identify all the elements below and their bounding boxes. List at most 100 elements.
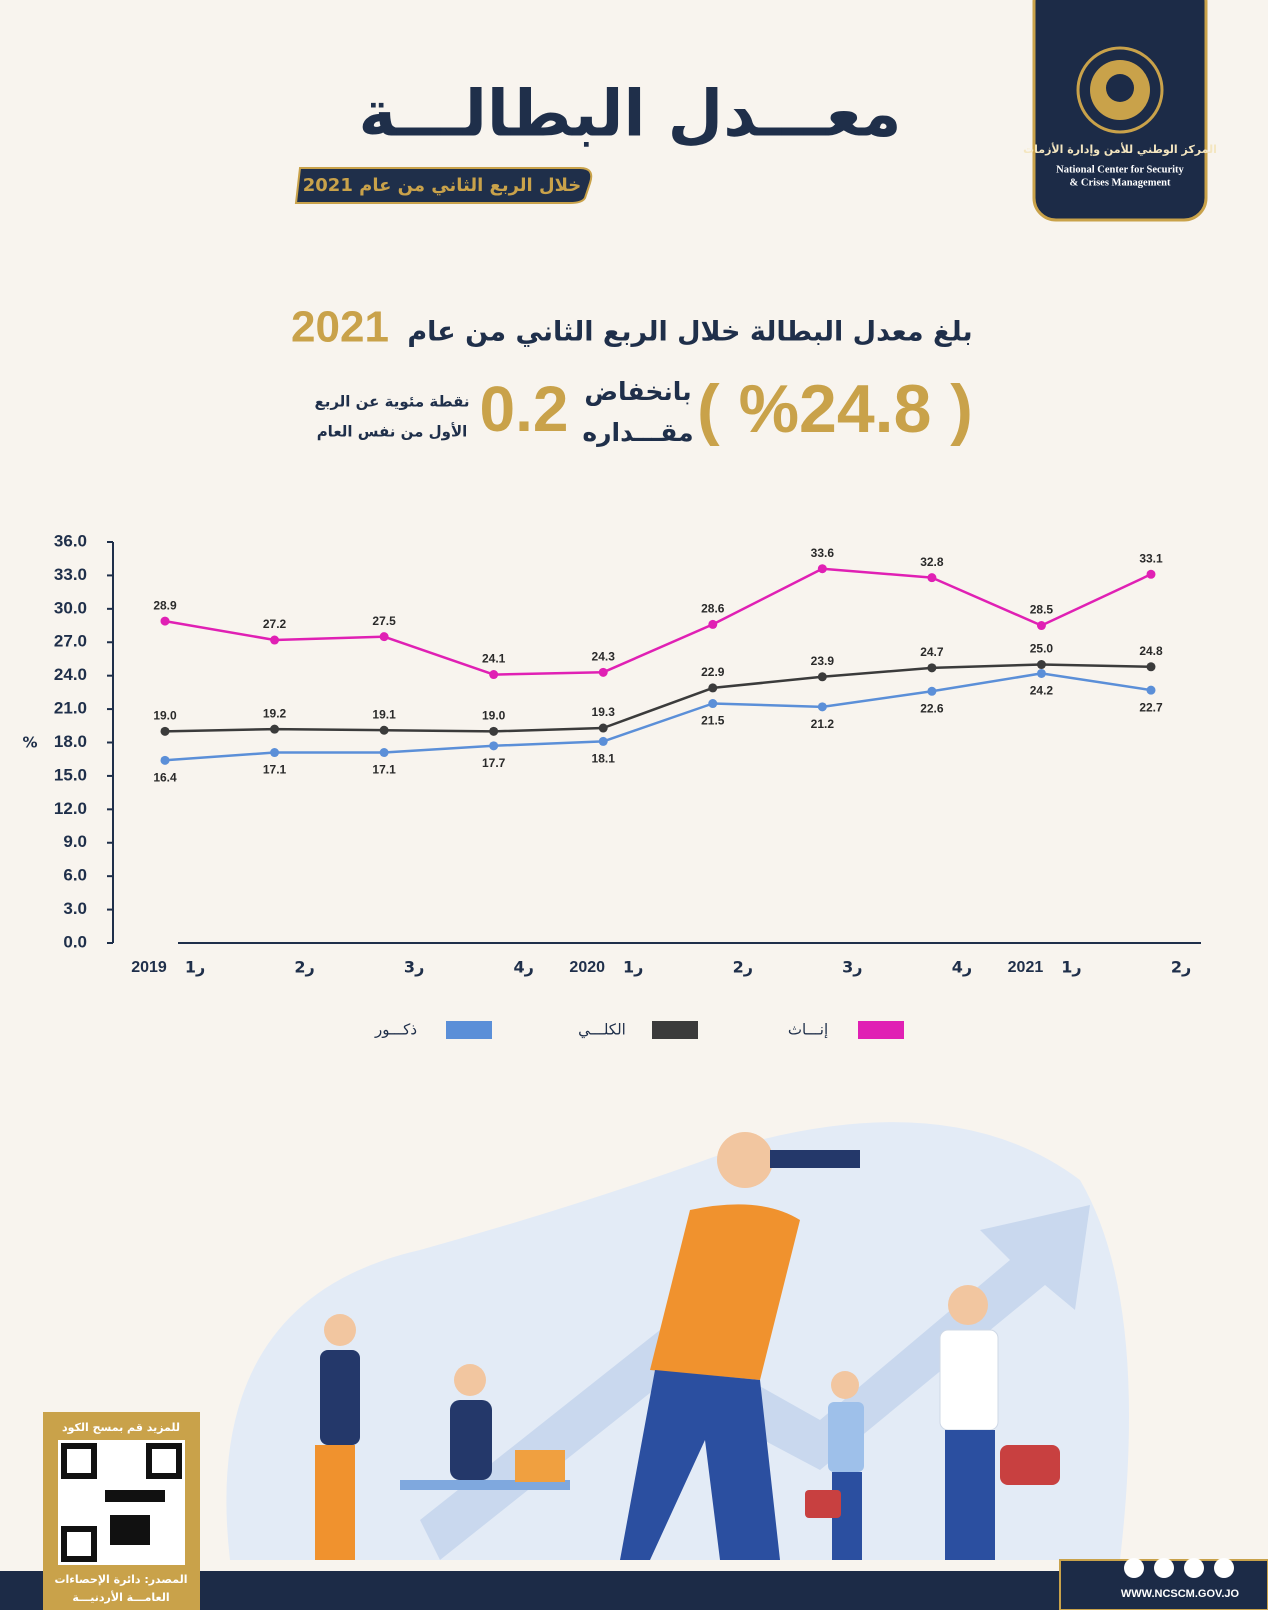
legs bbox=[945, 1430, 995, 1560]
data-point bbox=[817, 702, 827, 712]
y-tick-label: 9.0 bbox=[63, 832, 87, 851]
data-point bbox=[1146, 569, 1156, 579]
data-point bbox=[160, 726, 170, 736]
data-label: 23.9 bbox=[811, 654, 835, 668]
logo-english: National Center for Security bbox=[1056, 164, 1184, 175]
change-word: بانخفاض bbox=[584, 377, 691, 406]
x-year-label: 2021 bbox=[1008, 959, 1044, 976]
illustration bbox=[226, 1122, 1129, 1560]
data-label: 24.3 bbox=[592, 649, 616, 663]
y-tick-label: 0.0 bbox=[63, 932, 87, 951]
rate: ( %24.8 ) bbox=[697, 371, 973, 447]
legend-swatch bbox=[446, 1021, 492, 1039]
x-tick-label: ر2 bbox=[1171, 958, 1191, 977]
footer-bar bbox=[0, 1571, 1268, 1610]
source: المصدر: دائرة الإحصاءات bbox=[54, 1573, 187, 1586]
laptop bbox=[515, 1450, 565, 1482]
head bbox=[831, 1371, 859, 1399]
data-point bbox=[927, 663, 937, 673]
y-tick-label: 18.0 bbox=[54, 732, 87, 751]
head bbox=[948, 1285, 988, 1325]
change-note: نقطة مئوية عن الربع bbox=[314, 393, 469, 411]
data-point bbox=[270, 635, 280, 645]
data-label: 28.6 bbox=[701, 602, 725, 616]
data-point bbox=[927, 573, 937, 583]
data-label: 32.8 bbox=[920, 555, 944, 569]
title: معـــدل البطالـــة bbox=[358, 78, 901, 152]
data-point bbox=[1036, 660, 1046, 670]
legend-swatch bbox=[652, 1021, 698, 1039]
source: العامـــة الأردنيـــة bbox=[72, 1590, 169, 1604]
y-tick-label: 21.0 bbox=[54, 699, 87, 718]
x-year-label: 2019 bbox=[131, 959, 167, 976]
x-tick-label: ر3 bbox=[842, 958, 862, 977]
data-point bbox=[708, 699, 718, 709]
data-label: 22.7 bbox=[1139, 700, 1163, 714]
qr-modules bbox=[110, 1515, 150, 1545]
data-point bbox=[598, 667, 608, 677]
data-point bbox=[927, 686, 937, 696]
data-point bbox=[270, 724, 280, 734]
qr-finder bbox=[61, 1526, 97, 1562]
logo-arabic: المركز الوطني للأمن وإدارة الأزمات bbox=[1023, 142, 1217, 156]
website[interactable]: WWW.NCSCM.GOV.JO bbox=[1121, 1588, 1240, 1600]
briefcase bbox=[1000, 1445, 1060, 1485]
data-label: 33.6 bbox=[811, 546, 835, 560]
data-point bbox=[708, 683, 718, 693]
subtitle: خلال الربع الثاني من عام 2021 bbox=[303, 175, 581, 196]
data-point bbox=[1146, 685, 1156, 695]
desk bbox=[400, 1480, 570, 1490]
change-value: 0.2 bbox=[480, 373, 569, 445]
data-label: 25.0 bbox=[1030, 642, 1054, 656]
y-tick-label: 30.0 bbox=[54, 598, 87, 617]
data-label: 24.7 bbox=[920, 645, 944, 659]
x-tick-label: ر2 bbox=[733, 958, 753, 977]
x-tick-label: ر3 bbox=[404, 958, 424, 977]
x-tick-label: ر4 bbox=[513, 958, 533, 977]
body bbox=[320, 1350, 360, 1445]
emblem-ring bbox=[1076, 46, 1164, 134]
logo-english: & Crises Management bbox=[1070, 177, 1171, 188]
data-label: 24.1 bbox=[482, 652, 506, 666]
instagram-icon[interactable] bbox=[1214, 1558, 1234, 1578]
legend-label: الكلـــي bbox=[578, 1021, 626, 1040]
qr-finder bbox=[61, 1443, 97, 1479]
x-tick-label: ر1 bbox=[185, 958, 205, 977]
legs bbox=[315, 1445, 355, 1560]
data-label: 17.1 bbox=[372, 763, 396, 777]
x-tick-label: ر1 bbox=[623, 958, 643, 977]
data-point bbox=[817, 564, 827, 574]
data-label: 21.2 bbox=[811, 717, 835, 731]
y-axis-label: % bbox=[22, 734, 37, 752]
data-point bbox=[489, 726, 499, 736]
data-label: 17.1 bbox=[263, 763, 287, 777]
data-label: 22.6 bbox=[920, 701, 944, 715]
twitter-icon[interactable] bbox=[1154, 1558, 1174, 1578]
facebook-icon[interactable] bbox=[1124, 1558, 1144, 1578]
data-label: 19.0 bbox=[482, 709, 506, 723]
change-word: مقـــداره bbox=[582, 418, 693, 447]
data-label: 24.2 bbox=[1030, 684, 1054, 698]
data-label: 19.0 bbox=[153, 709, 177, 723]
data-point bbox=[1146, 662, 1156, 672]
body bbox=[650, 1204, 800, 1380]
x-tick-label: ر2 bbox=[294, 958, 314, 977]
body bbox=[828, 1402, 864, 1472]
logo: المركز الوطني للأمن وإدارة الأزمات Natio… bbox=[1023, 0, 1217, 222]
head bbox=[717, 1132, 773, 1188]
data-label: 28.5 bbox=[1030, 603, 1054, 617]
x-year-label: 2020 bbox=[569, 959, 605, 976]
data-label: 28.9 bbox=[153, 598, 177, 612]
data-label: 19.1 bbox=[372, 707, 396, 721]
data-point bbox=[379, 748, 389, 758]
youtube-icon[interactable] bbox=[1184, 1558, 1204, 1578]
qr-code[interactable] bbox=[58, 1440, 185, 1565]
briefcase bbox=[805, 1490, 841, 1518]
head bbox=[454, 1364, 486, 1396]
y-tick-label: 27.0 bbox=[54, 632, 87, 651]
data-point bbox=[489, 670, 499, 680]
data-label: 17.7 bbox=[482, 756, 506, 770]
data-point bbox=[1036, 621, 1046, 631]
